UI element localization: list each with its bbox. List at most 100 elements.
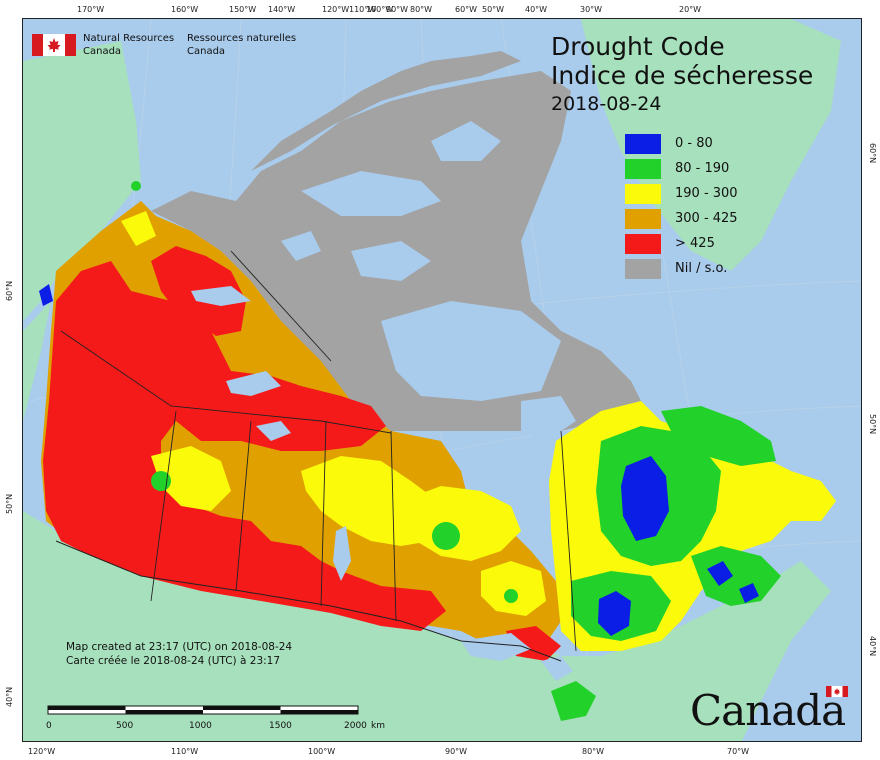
latitude-label: 50°N [5, 493, 14, 514]
zone-0-80-south [598, 591, 631, 636]
zone-over-425-west [43, 261, 446, 631]
provincial-borders [60, 250, 577, 652]
latitude-label: 60°N [868, 143, 877, 164]
scale-tick-label: 1500 [269, 721, 292, 731]
longitude-label: 30°W [580, 5, 603, 14]
longitude-label: 90°W [386, 5, 409, 14]
legend-swatch [625, 259, 661, 279]
latitude-label: 40°N [868, 636, 877, 657]
united-states [23, 511, 831, 741]
longitude-label: 110°W [171, 747, 199, 756]
legend-swatch [625, 209, 661, 229]
longitude-label: 80°W [410, 5, 433, 14]
creation-note-french: Carte créée le 2018-08-24 (UTC) à 23:17 [66, 655, 281, 667]
arctic-islands [251, 51, 521, 171]
legend-item: 300 - 425 [625, 209, 775, 229]
alaska-panhandle [23, 301, 51, 421]
legend-swatch [625, 234, 661, 254]
longitude-label: 170°W [77, 5, 105, 14]
lake-huron [541, 656, 573, 681]
legend-label: > 425 [675, 236, 715, 251]
alaska [23, 41, 141, 321]
hudson-bay [381, 301, 561, 401]
longitude-label: 90°W [445, 747, 468, 756]
agency-french-line2: Canada [187, 46, 226, 57]
map-date: 2018-08-24 [551, 93, 662, 115]
longitude-label: 110°W [349, 5, 377, 14]
drought-code-map [23, 19, 861, 741]
zone-190-300-manitoba [401, 486, 521, 561]
agency-english: Natural Resources Canada [83, 32, 174, 58]
lake-superior [461, 633, 531, 661]
legend-label: 0 - 80 [675, 136, 713, 151]
latitude-label: 40°N [5, 686, 14, 707]
scale-bar: 0 500 1000 1500 2000 km [46, 704, 386, 734]
agency-english-line1: Natural Resources [83, 33, 175, 44]
scale-tick-label: 0 [46, 721, 52, 731]
map-canvas[interactable] [22, 18, 862, 742]
non-canadian-land [23, 19, 841, 741]
zone-0-80-alaska-coast [39, 284, 53, 306]
agency-french-line1: Ressources naturelles [187, 33, 297, 44]
canada-flag-graphic [32, 34, 76, 56]
latitude-label: 60°N [5, 280, 14, 301]
creation-note-english: Map created at 23:17 (UTC) on 2018-08-24 [66, 641, 293, 653]
legend-label: 190 - 300 [675, 186, 738, 201]
lakes [191, 286, 573, 681]
canada-wordmark: Canada [690, 684, 852, 735]
legend-label: Nil / s.o. [675, 261, 728, 276]
zone-0-80-gaspe [707, 561, 733, 586]
longitude-label: 100°W [308, 747, 336, 756]
longitude-label: 120°W [322, 5, 350, 14]
zone-80-190-maritimes [691, 546, 781, 606]
legend-item: Nil / s.o. [625, 259, 775, 279]
map-title: Drought Code Indice de sécheresse 2018-0… [551, 32, 813, 117]
legend-item: > 425 [625, 234, 775, 254]
legend-swatch [625, 184, 661, 204]
agency-french: Ressources naturelles Canada [187, 32, 296, 58]
scale-bar-graphic: 0 500 1000 1500 2000 km [46, 705, 385, 731]
latitude-label: 50°N [868, 414, 877, 435]
zone-190-300-yukon [121, 211, 156, 246]
lake-athabasca [256, 421, 291, 441]
agency-english-line2: Canada [83, 46, 122, 57]
scale-tick-label: 500 [116, 721, 133, 731]
longitude-label: 120°W [28, 747, 56, 756]
legend-swatch [625, 134, 661, 154]
longitude-label: 60°W [455, 5, 478, 14]
canada-wordmark-text: Canada [690, 686, 846, 735]
zone-0-80-quebec [621, 456, 669, 541]
longitude-label: 40°W [525, 5, 548, 14]
longitude-label: 50°W [482, 5, 505, 14]
scale-tick-label: 1000 [189, 721, 212, 731]
map-title-french: Indice de sécheresse [551, 61, 814, 90]
arctic-channels [281, 121, 576, 441]
longitude-label: 100°W [366, 5, 394, 14]
map-title-english: Drought Code [551, 32, 725, 61]
longitude-label: 140°W [268, 5, 296, 14]
great-bear-lake [191, 286, 251, 306]
canada-flag-icon [32, 34, 76, 56]
legend-item: 190 - 300 [625, 184, 775, 204]
legend-label: 80 - 190 [675, 161, 730, 176]
james-bay [521, 396, 576, 441]
zone-190-300-alberta [151, 446, 231, 511]
zone-190-300-ontario [481, 561, 546, 616]
greenland [581, 19, 841, 271]
great-slave-lake [226, 371, 281, 396]
zone-80-190-ontario-south [551, 681, 596, 721]
longitude-label: 70°W [727, 747, 750, 756]
lake-winnipeg [333, 526, 351, 581]
legend-label: 300 - 425 [675, 211, 738, 226]
longitude-label: 20°W [679, 5, 702, 14]
scale-tick-label: 2000 [344, 721, 367, 731]
wordmark-flag-icon [826, 686, 848, 697]
creation-note: Map created at 23:17 (UTC) on 2018-08-24… [66, 640, 292, 668]
longitude-label: 80°W [582, 747, 605, 756]
longitude-label: 160°W [171, 5, 199, 14]
scale-unit: km [371, 721, 385, 731]
canada-usa-border [55, 540, 562, 662]
legend-item: 80 - 190 [625, 159, 775, 179]
legend-item: 0 - 80 [625, 134, 775, 154]
